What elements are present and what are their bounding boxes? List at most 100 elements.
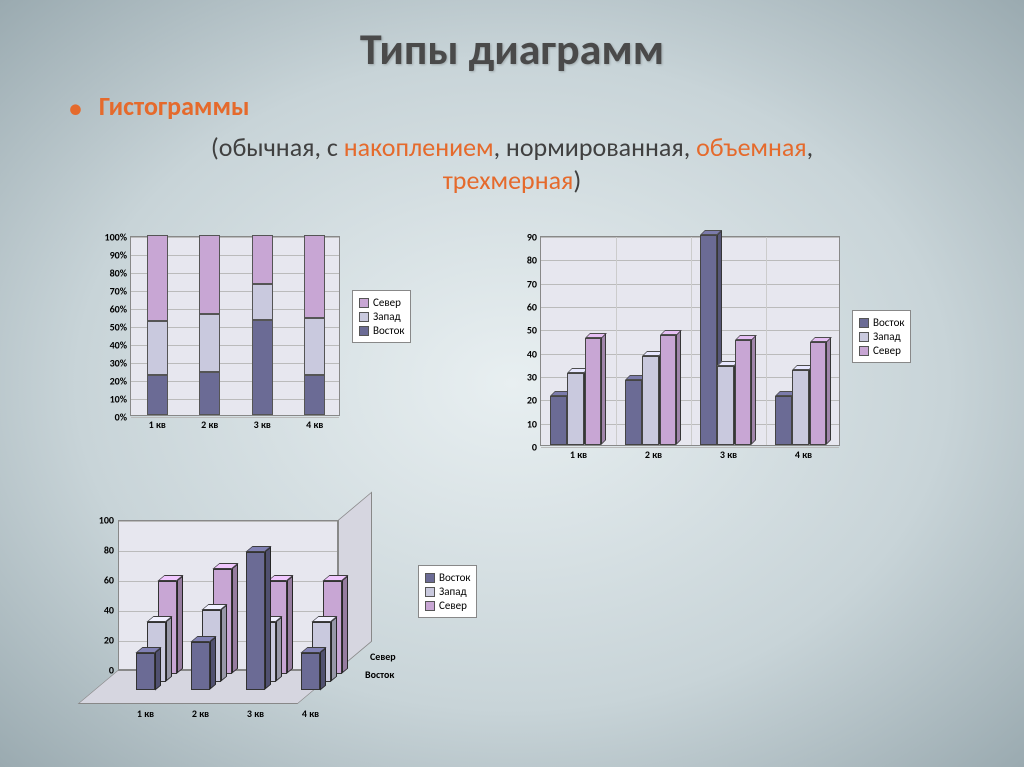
y-tick-label: 20 [104, 634, 118, 647]
x-tick-label: 1 кв [570, 445, 587, 461]
x-tick-label: 4 кв [306, 415, 323, 431]
bar-side [320, 647, 326, 690]
bar-sever [304, 235, 325, 318]
legend-label: Восток [439, 571, 470, 584]
bar-side [331, 616, 337, 681]
swatch-zapad [359, 312, 369, 322]
bar-vostok [775, 396, 792, 445]
chart-stacked: 0%10%20%30%40%50%60%70%80%90%100%1 кв2 к… [80, 230, 430, 450]
x-tick-label: 4 кв [795, 445, 812, 461]
legend-label: Запад [439, 585, 467, 598]
x-tick-label: 2 кв [192, 704, 209, 720]
bar-zapad [717, 366, 734, 445]
bar-side [177, 575, 183, 673]
x-tick-label: 3 кв [720, 445, 737, 461]
bar-zapad [252, 284, 273, 320]
bar-side [287, 575, 293, 673]
bar-zapad [642, 356, 659, 445]
bar-sever [199, 235, 220, 314]
y-tick-label: 20% [110, 375, 131, 388]
bar-zapad [792, 370, 809, 445]
y-tick-label: 60% [110, 303, 131, 316]
bar-side [342, 575, 348, 673]
gridline [119, 551, 337, 552]
bar-side [265, 546, 271, 689]
bar-vostok [246, 552, 265, 690]
sub-prefix: (обычная, с [211, 131, 344, 163]
gridline [541, 260, 839, 261]
bullet-row: • Гистограммы [68, 90, 1024, 127]
bar-sever [585, 338, 602, 445]
swatch-zapad [859, 332, 869, 342]
y-tick-label: 40 [104, 604, 118, 617]
bar-side [826, 337, 831, 445]
bullet-text: Гистограммы [99, 90, 250, 122]
y-tick-label: 20 [527, 394, 541, 407]
gridline-v [766, 237, 767, 445]
bar-vostok [199, 372, 220, 415]
y-tick-label: 80% [110, 267, 131, 280]
legend-label: Восток [873, 316, 904, 329]
gridline [541, 284, 839, 285]
y-tick-label: 40 [527, 347, 541, 360]
bar-side [276, 616, 282, 681]
legend-label: Север [373, 296, 401, 309]
y-tick-label: 70 [527, 277, 541, 290]
chart-3d-plot: 0204060801001 кв2 кв3 кв4 кв [118, 520, 368, 690]
bar-zapad [567, 373, 584, 445]
x-tick-label: 2 кв [201, 415, 218, 431]
bar-side [221, 604, 227, 681]
swatch-sever [859, 346, 869, 356]
bar-side [166, 616, 172, 681]
chart-3d: 0204060801001 кв2 кв3 кв4 кв Восток Запа… [70, 510, 490, 740]
bar-vostok [136, 653, 155, 691]
x-tick-label: 2 кв [645, 445, 662, 461]
y-tick-label: 90% [110, 249, 131, 262]
y-tick-label: 0% [115, 411, 131, 424]
y-tick-label: 10% [110, 393, 131, 406]
y-tick-label: 50% [110, 321, 131, 334]
bar-vostok [191, 642, 210, 690]
bar-zapad [147, 321, 168, 375]
gridline [119, 521, 337, 522]
legend-label: Запад [873, 330, 901, 343]
gridline-v [691, 237, 692, 445]
bar-vostok [625, 380, 642, 445]
subtitle-line: (обычная, с накоплением, нормированная, … [0, 131, 1024, 196]
chart-grouped-plot: 01020304050607080901 кв2 кв3 кв4 кв [540, 236, 840, 446]
bar-vostok [252, 320, 273, 415]
y-tick-label: 60 [104, 574, 118, 587]
x-tick-label: 3 кв [254, 415, 271, 431]
y-tick-label: 50 [527, 324, 541, 337]
sub-suffix: ) [573, 164, 581, 196]
y-tick-label: 100 [99, 514, 118, 527]
bar-side [210, 636, 216, 689]
bar-side [232, 563, 238, 673]
legend-label: Восток [373, 324, 404, 337]
y-tick-label: 40% [110, 339, 131, 352]
swatch-zapad [425, 587, 435, 597]
bar-sever [147, 235, 168, 321]
chart-stacked-legend: Север Запад Восток [352, 290, 411, 343]
bar-sever [252, 235, 273, 284]
x-tick-label: 1 кв [137, 704, 154, 720]
gridline [541, 330, 839, 331]
swatch-vostok [359, 326, 369, 336]
bar-sever [735, 340, 752, 445]
y-tick-label: 0 [532, 441, 541, 454]
bar-side [676, 330, 681, 445]
legend-label: Север [873, 344, 901, 357]
legend-label: Север [439, 599, 467, 612]
swatch-sever [359, 298, 369, 308]
bar-vostok [147, 375, 168, 415]
bar-sever [660, 335, 677, 445]
chart-stacked-plot: 0%10%20%30%40%50%60%70%80%90%100%1 кв2 к… [130, 236, 340, 416]
y-tick-label: 30 [527, 371, 541, 384]
bar-sever [810, 342, 827, 445]
y-tick-label: 90 [527, 231, 541, 244]
sub-w2: объемная [696, 131, 807, 163]
y-tick-label: 80 [527, 254, 541, 267]
y-tick-label: 80 [104, 544, 118, 557]
swatch-vostok [425, 573, 435, 583]
x-tick-label: 4 кв [302, 704, 319, 720]
